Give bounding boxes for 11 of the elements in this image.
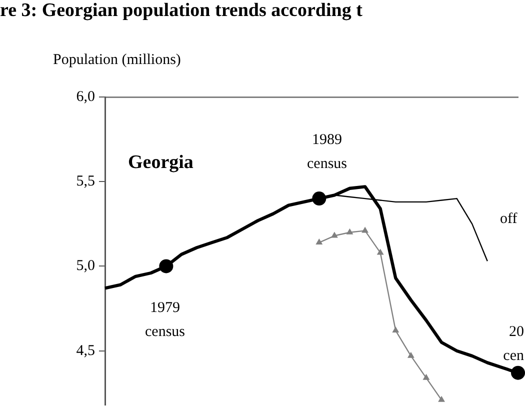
y-tick-label: 6,0 xyxy=(76,88,95,105)
annotation: 20 cen xyxy=(503,324,524,364)
y-tick-label: 5,0 xyxy=(76,258,95,274)
annotation: Georgia xyxy=(128,152,194,173)
y-axis-title: Population (millions) xyxy=(53,52,181,69)
annotation: 1989 census xyxy=(307,132,348,172)
y-tick-label: 4,5 xyxy=(76,342,95,359)
annotation: off xyxy=(500,210,518,227)
annotation: 1979 census xyxy=(145,300,186,340)
chart-title: re 3: Georgian population trends according t xyxy=(0,0,362,22)
y-tick-label: 5,5 xyxy=(76,174,95,190)
